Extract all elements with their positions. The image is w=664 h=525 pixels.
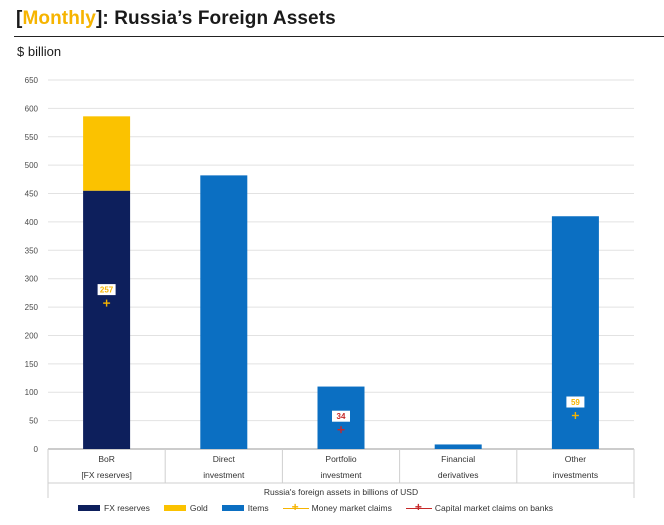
legend-swatch-items bbox=[221, 505, 244, 511]
title-rule bbox=[14, 36, 664, 37]
unit-label: $ billion bbox=[17, 44, 62, 59]
data-label: 257 bbox=[100, 286, 114, 295]
legend-item-fx-reserves: FX reserves bbox=[78, 503, 150, 513]
y-tick-label: 0 bbox=[34, 445, 39, 454]
y-tick-label: 200 bbox=[25, 331, 39, 340]
y-tick-label: 500 bbox=[25, 161, 39, 170]
legend-item-items: Items bbox=[221, 503, 269, 513]
y-tick-label: 100 bbox=[25, 388, 39, 397]
legend-swatch-fx-reserves bbox=[78, 505, 100, 511]
title-text: : Russia’s Foreign Assets bbox=[102, 8, 336, 29]
x-category-label: investment bbox=[203, 470, 245, 480]
legend-item-gold: Gold bbox=[163, 503, 208, 513]
data-label-box bbox=[97, 284, 116, 296]
x-category-label: BoR bbox=[98, 454, 115, 464]
legend-label-money-market: Money market claims bbox=[311, 503, 392, 513]
x-category-label: derivatives bbox=[438, 470, 479, 480]
x-category-label: [FX reserves] bbox=[81, 470, 132, 480]
y-tick-label: 650 bbox=[25, 76, 39, 85]
y-tick-label: 450 bbox=[25, 190, 39, 199]
data-label-box bbox=[332, 410, 350, 422]
x-category-label: Financial bbox=[441, 454, 475, 464]
chart-title: [Monthly]: Russia’s Foreign Assets bbox=[16, 8, 336, 30]
legend-label-capital-market: Capital market claims on banks bbox=[434, 503, 553, 513]
title-bracket-close: ] bbox=[95, 8, 103, 29]
y-tick-label: 350 bbox=[25, 246, 39, 255]
y-tick-label: 250 bbox=[25, 303, 39, 312]
data-label: 59 bbox=[571, 398, 580, 407]
chart-legend: FX reserves Gold Items Money market clai… bbox=[78, 500, 567, 514]
y-tick-label: 150 bbox=[25, 360, 39, 369]
bar-items bbox=[434, 444, 482, 449]
legend-item-capital-market: Capital market claims on banks bbox=[405, 500, 553, 514]
legend-label-gold: Gold bbox=[189, 503, 208, 513]
x-axis-label: Russia's foreign assets in billions of U… bbox=[264, 487, 418, 497]
data-label: 34 bbox=[337, 412, 346, 421]
data-label-box bbox=[566, 396, 585, 408]
y-tick-label: 50 bbox=[29, 417, 38, 426]
bar-gold bbox=[83, 116, 131, 191]
y-tick-label: 550 bbox=[25, 133, 39, 142]
x-category-label: Other bbox=[565, 454, 586, 464]
legend-marker-money-market bbox=[282, 500, 309, 514]
bar-fx-reserves bbox=[83, 190, 131, 449]
legend-marker-capital-market bbox=[405, 500, 432, 514]
x-category-label: investment bbox=[320, 470, 362, 480]
x-category-label: investments bbox=[553, 470, 598, 480]
title-highlight: Monthly bbox=[22, 8, 96, 29]
bar-items bbox=[551, 216, 599, 449]
y-tick-label: 300 bbox=[25, 275, 39, 284]
title-bracket-open: [ bbox=[16, 8, 23, 29]
legend-label-items: Items bbox=[247, 503, 269, 513]
legend-item-money-market: Money market claims bbox=[282, 500, 392, 514]
x-category-label: Portfolio bbox=[325, 454, 356, 464]
y-tick-label: 600 bbox=[25, 104, 39, 113]
legend-label-fx-reserves: FX reserves bbox=[104, 503, 150, 513]
legend-swatch-gold bbox=[163, 505, 186, 511]
x-category-label: Direct bbox=[213, 454, 236, 464]
y-tick-label: 400 bbox=[25, 218, 39, 227]
bar-items bbox=[200, 175, 248, 449]
